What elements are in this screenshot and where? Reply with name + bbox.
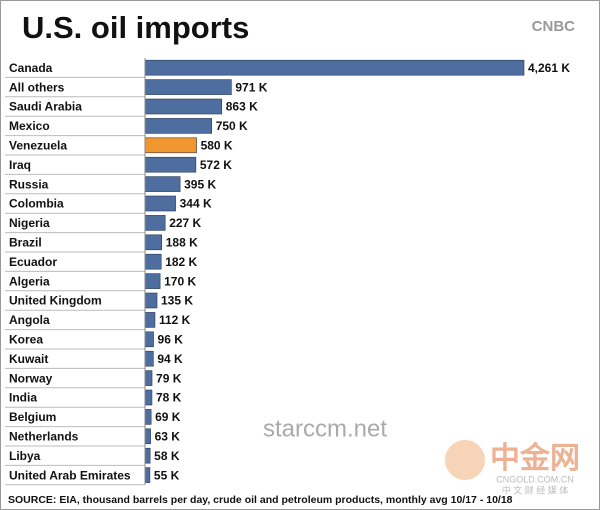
bar bbox=[144, 273, 161, 289]
value-label: 188 K bbox=[166, 235, 198, 249]
bar bbox=[144, 215, 166, 231]
watermark: 中 文 财 经 媒 体 bbox=[502, 484, 569, 495]
watermark: CNGOLD.COM.CN bbox=[496, 474, 574, 484]
category-label: Netherlands bbox=[9, 429, 79, 443]
bar bbox=[144, 350, 154, 367]
bar bbox=[144, 195, 176, 212]
category-label: Korea bbox=[9, 332, 43, 346]
value-label: 395 K bbox=[184, 177, 216, 191]
value-label: 135 K bbox=[161, 294, 193, 308]
value-label: 63 K bbox=[155, 429, 181, 443]
value-label: 170 K bbox=[164, 274, 196, 288]
value-label: 580 K bbox=[201, 138, 233, 152]
category-label: Libya bbox=[9, 449, 41, 463]
bar bbox=[144, 98, 223, 115]
value-label: 69 K bbox=[155, 410, 181, 424]
bar bbox=[144, 118, 213, 134]
chart-title: U.S. oil imports bbox=[22, 10, 249, 45]
value-label: 58 K bbox=[154, 449, 180, 463]
bar bbox=[144, 253, 162, 270]
category-label: Brazil bbox=[9, 235, 42, 249]
category-label: Kuwait bbox=[9, 352, 48, 366]
value-label: 79 K bbox=[156, 371, 182, 385]
bar bbox=[144, 467, 151, 483]
category-label: United Arab Emirates bbox=[9, 468, 131, 482]
bar bbox=[144, 137, 197, 154]
bar bbox=[144, 409, 152, 425]
bar bbox=[144, 79, 232, 95]
source: SOURCE: EIA, thousand barrels per day, c… bbox=[8, 494, 513, 506]
bar bbox=[144, 292, 158, 309]
bar bbox=[144, 447, 151, 464]
value-label: 227 K bbox=[169, 216, 201, 230]
watermark: starccm.net bbox=[263, 415, 387, 442]
watermark: 中金网 bbox=[490, 441, 580, 475]
value-label: 750 K bbox=[216, 119, 248, 133]
bar bbox=[144, 370, 153, 386]
value-label: 94 K bbox=[157, 352, 183, 366]
category-label: Russia bbox=[9, 177, 49, 191]
category-label: Mexico bbox=[9, 119, 50, 133]
category-label: Iraq bbox=[9, 158, 31, 172]
bar bbox=[144, 59, 525, 76]
category-label: Norway bbox=[9, 371, 53, 385]
watermark-icon bbox=[445, 440, 485, 480]
category-label: India bbox=[9, 391, 37, 405]
category-label: Nigeria bbox=[9, 216, 50, 230]
category-label: Belgium bbox=[9, 410, 56, 424]
value-label: 182 K bbox=[165, 255, 197, 269]
value-label: 863 K bbox=[226, 100, 258, 114]
value-label: 112 K bbox=[159, 313, 191, 327]
logo: CNBC bbox=[532, 18, 575, 35]
bar bbox=[144, 331, 154, 348]
bar bbox=[144, 234, 163, 251]
value-label: 971 K bbox=[235, 80, 267, 94]
category-label: Venezuela bbox=[9, 138, 67, 152]
value-label: 78 K bbox=[156, 391, 182, 405]
category-label: Canada bbox=[9, 61, 53, 75]
category-label: Colombia bbox=[9, 197, 64, 211]
bar bbox=[144, 312, 156, 328]
bar bbox=[144, 428, 151, 445]
bar bbox=[144, 389, 153, 406]
value-label: 96 K bbox=[158, 332, 184, 346]
category-label: Angola bbox=[9, 313, 50, 327]
value-label: 344 K bbox=[180, 197, 212, 211]
category-label: Ecuador bbox=[9, 255, 57, 269]
value-label: 572 K bbox=[200, 158, 232, 172]
category-label: Algeria bbox=[9, 274, 50, 288]
category-label: United Kingdom bbox=[9, 294, 102, 308]
category-label: All others bbox=[9, 80, 65, 94]
category-label: Saudi Arabia bbox=[9, 100, 82, 114]
bar bbox=[144, 176, 181, 192]
value-label: 55 K bbox=[154, 468, 180, 482]
value-label: 4,261 K bbox=[528, 61, 570, 75]
bar bbox=[144, 156, 197, 173]
